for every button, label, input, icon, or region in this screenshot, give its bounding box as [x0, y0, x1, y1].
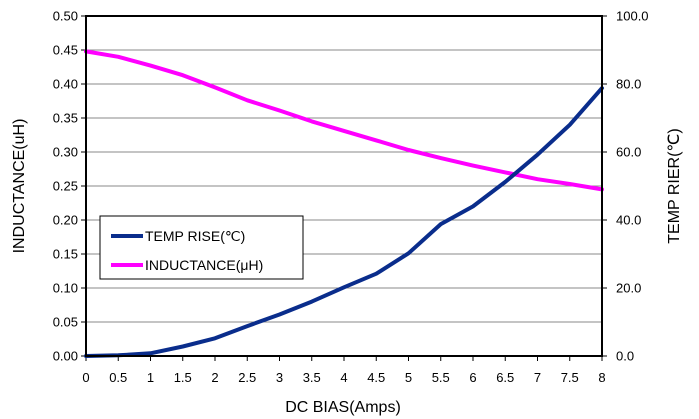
x-tick-label: 3	[276, 370, 283, 385]
left-y-tick-label: 0.40	[53, 77, 78, 92]
series-line-inductance-h	[84, 49, 604, 192]
x-tick-label: 2	[211, 370, 218, 385]
legend-box	[99, 215, 304, 280]
series-line-temp-rise	[84, 86, 604, 358]
series-lines	[84, 49, 604, 358]
x-tick-label: 1.5	[174, 370, 192, 385]
x-tick-label: 5	[405, 370, 412, 385]
left-y-tick-label: 0.25	[53, 179, 78, 194]
right-y-tick-label: 100.0	[616, 9, 649, 24]
left-y-tick-label: 0.45	[53, 43, 78, 58]
x-tick-label: 7	[534, 370, 541, 385]
x-tick-label: 4.5	[367, 370, 385, 385]
left-y-axis-title: INDUCTANCE(uH)	[11, 119, 28, 254]
left-y-tick-label: 0.20	[53, 213, 78, 228]
x-tick-label: 6.5	[496, 370, 514, 385]
x-axis-title: DC BIAS(Amps)	[285, 399, 401, 416]
x-tick-label: 7.5	[561, 370, 579, 385]
legend: TEMP RISE(℃) INDUCTANCE(μH)	[99, 215, 304, 280]
right-y-axis-title: TEMP RIER(℃)	[666, 128, 683, 243]
right-y-tick-label: 40.0	[616, 213, 641, 228]
left-y-axis-ticks: 0.00 0.05 0.10 0.15 0.20 0.25 0.30 0.35 0.40 0.45…	[53, 9, 86, 364]
left-y-tick-label: 0.50	[53, 9, 78, 24]
left-y-tick-label: 0.35	[53, 111, 78, 126]
x-tick-label: 4	[340, 370, 347, 385]
left-y-tick-label: 0.30	[53, 145, 78, 160]
plot-frame	[85, 15, 603, 357]
right-y-tick-label: 60.0	[616, 145, 641, 160]
right-y-tick-label: 80.0	[616, 77, 641, 92]
legend-label-inductance: INDUCTANCE(μH)	[145, 257, 263, 273]
x-tick-label: 2.5	[238, 370, 256, 385]
gridlines	[86, 49, 602, 323]
x-tick-label: 5.5	[432, 370, 450, 385]
left-y-tick-label: 0.05	[53, 315, 78, 330]
right-y-tick-label: 0.0	[616, 349, 634, 364]
x-tick-label: 0	[82, 370, 89, 385]
legend-label-temp-rise: TEMP RISE(℃)	[145, 228, 245, 244]
x-tick-label: 6	[469, 370, 476, 385]
x-tick-label: 8	[598, 370, 605, 385]
x-axis-ticks: 0 0.5 1 1.5 2 2.5 3 3.5 4 4.5 5 5.5 6 6.5 7 7.5 8	[82, 356, 606, 385]
left-y-tick-label: 0.10	[53, 281, 78, 296]
left-y-tick-label: 0.00	[53, 349, 78, 364]
x-tick-label: 1	[147, 370, 154, 385]
x-tick-label: 0.5	[109, 370, 127, 385]
right-y-axis-ticks: 0.0 20.0 40.0 60.0 80.0 100.0	[602, 9, 649, 364]
x-tick-label: 3.5	[303, 370, 321, 385]
left-y-tick-label: 0.15	[53, 247, 78, 262]
right-y-tick-label: 20.0	[616, 281, 641, 296]
